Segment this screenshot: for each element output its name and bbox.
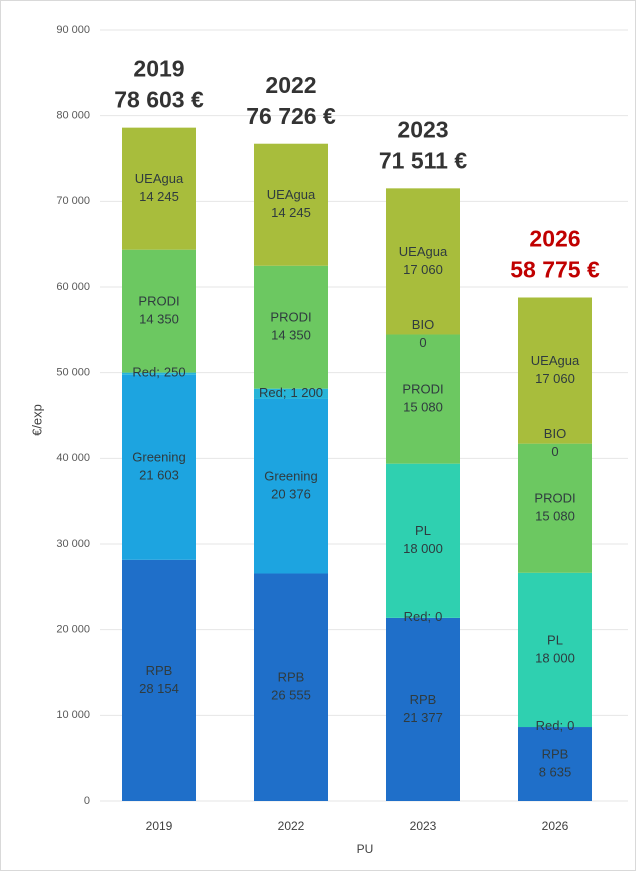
value-label: 8 635 xyxy=(539,764,572,779)
value-label: 18 000 xyxy=(403,541,443,556)
value-label: 250 xyxy=(164,365,186,380)
series-name: BIO xyxy=(412,317,434,332)
x-tick-label: 2022 xyxy=(278,819,305,833)
series-name: Greening xyxy=(132,450,185,465)
bar-segment xyxy=(254,398,328,574)
total-label: 78 603 € xyxy=(114,87,204,113)
bar-segment xyxy=(122,372,196,375)
bar-segment xyxy=(386,188,460,335)
bar-segment xyxy=(254,265,328,389)
total-label: 58 775 € xyxy=(510,257,600,283)
series-name: RPB xyxy=(278,670,305,685)
value-label: 17 060 xyxy=(403,262,443,277)
series-name: Greening xyxy=(264,469,317,484)
segment-label: Red; 0 xyxy=(404,609,443,624)
value-label: 17 060 xyxy=(535,371,575,386)
series-name: PRODI xyxy=(270,310,311,325)
series-name: Red; xyxy=(404,609,431,624)
bar-segment xyxy=(386,617,460,801)
total-year: 2022 xyxy=(265,72,316,98)
value-label: 14 350 xyxy=(271,328,311,343)
value-label: 0 xyxy=(567,718,574,733)
x-axis-label: PU xyxy=(357,842,374,856)
bar-segment xyxy=(518,572,592,728)
segment-label: Red; 0 xyxy=(536,718,575,733)
y-tick-label: 10 000 xyxy=(56,709,90,721)
series-name: PL xyxy=(547,632,563,647)
x-tick-label: 2023 xyxy=(410,819,437,833)
value-label: 21 603 xyxy=(139,468,179,483)
y-tick-label: 90 000 xyxy=(56,24,90,36)
y-tick-label: 20 000 xyxy=(56,624,90,636)
value-label: 28 154 xyxy=(139,681,179,696)
series-name: PL xyxy=(415,523,431,538)
bar-segment xyxy=(518,727,592,801)
y-tick-label: 40 000 xyxy=(56,452,90,464)
total-year: 2026 xyxy=(529,226,580,252)
segment-label: Red; 1 200 xyxy=(259,385,323,400)
series-name: Red; xyxy=(536,718,563,733)
value-label: 0 xyxy=(435,609,442,624)
series-name: RPB xyxy=(542,746,569,761)
total-year: 2023 xyxy=(397,116,448,142)
total-label: 76 726 € xyxy=(246,103,336,129)
series-name: UEAgua xyxy=(531,353,580,368)
y-tick-label: 80 000 xyxy=(56,110,90,122)
value-label: 0 xyxy=(419,335,426,350)
series-name: RPB xyxy=(146,663,173,678)
y-tick-label: 70 000 xyxy=(56,195,90,207)
series-name: UEAgua xyxy=(399,244,448,259)
value-label: 15 080 xyxy=(535,509,575,524)
bar-segment xyxy=(386,463,460,618)
series-name: Red; xyxy=(132,365,159,380)
bar-segment xyxy=(122,559,196,801)
bar-segment xyxy=(122,127,196,250)
series-name: BIO xyxy=(544,426,566,441)
y-tick-label: 0 xyxy=(84,795,90,807)
series-name: RPB xyxy=(410,692,437,707)
value-label: 0 xyxy=(551,444,558,459)
x-tick-label: 2026 xyxy=(542,819,569,833)
series-name: PRODI xyxy=(534,491,575,506)
value-label: 21 377 xyxy=(403,710,443,725)
y-axis-label: €/exp xyxy=(29,404,44,436)
segment-label: Red; 250 xyxy=(132,365,185,380)
bar-segment xyxy=(518,443,592,573)
bar-segment xyxy=(254,388,328,399)
value-label: 14 245 xyxy=(139,189,179,204)
y-tick-label: 30 000 xyxy=(56,538,90,550)
series-name: UEAgua xyxy=(135,171,184,186)
x-tick-label: 2019 xyxy=(146,819,173,833)
value-label: 20 376 xyxy=(271,487,311,502)
total-label: 71 511 € xyxy=(379,147,467,173)
total-year: 2019 xyxy=(133,56,184,82)
bar-segment xyxy=(122,374,196,560)
bar-segment xyxy=(518,297,592,444)
series-name: PRODI xyxy=(138,294,179,309)
value-label: 1 200 xyxy=(290,385,323,400)
value-label: 14 350 xyxy=(139,312,179,327)
value-label: 14 245 xyxy=(271,205,311,220)
series-name: PRODI xyxy=(402,382,443,397)
series-name: Red; xyxy=(259,385,286,400)
y-tick-label: 50 000 xyxy=(56,367,90,379)
y-tick-label: 60 000 xyxy=(56,281,90,293)
series-name: UEAgua xyxy=(267,187,316,202)
value-label: 26 555 xyxy=(271,688,311,703)
value-label: 18 000 xyxy=(535,650,575,665)
bar-segment xyxy=(254,573,328,801)
bar-segment xyxy=(254,143,328,266)
value-label: 15 080 xyxy=(403,400,443,415)
bar-segment xyxy=(122,249,196,373)
bar-segment xyxy=(386,334,460,464)
